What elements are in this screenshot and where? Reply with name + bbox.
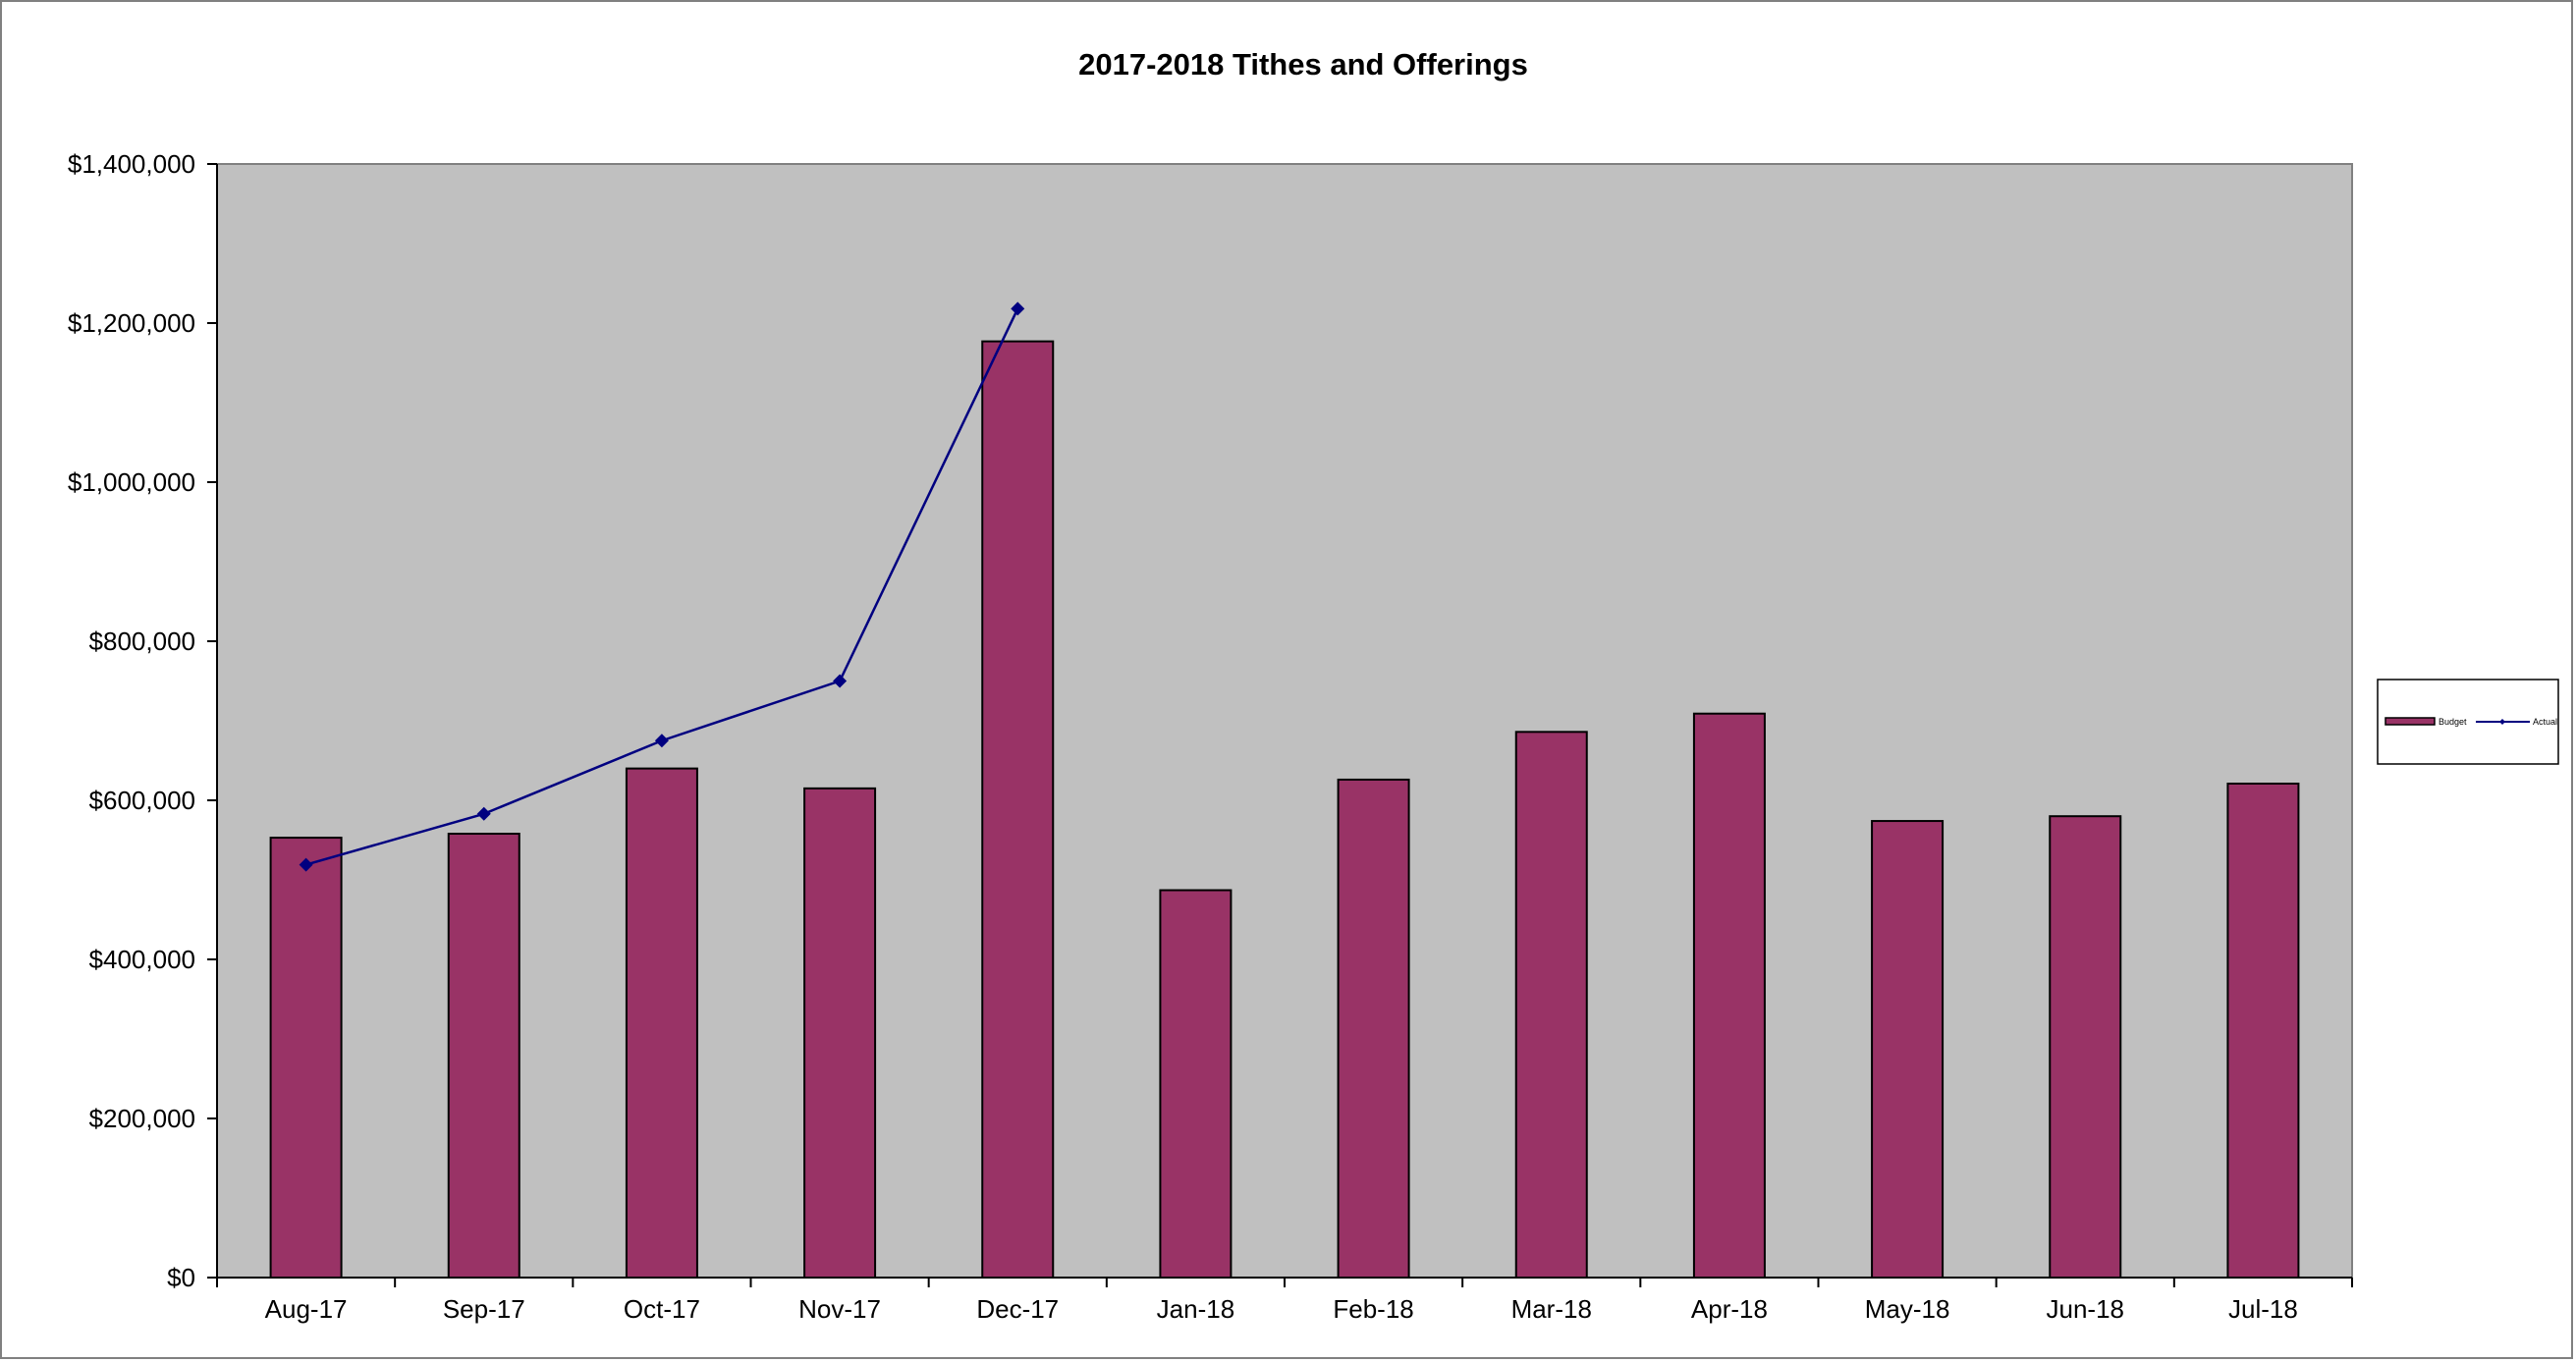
x-tick-label: Dec-17 xyxy=(976,1294,1059,1324)
y-tick-label: $800,000 xyxy=(89,627,195,656)
y-tick-label: $1,400,000 xyxy=(68,149,195,179)
x-tick-label: Oct-17 xyxy=(624,1294,700,1324)
bar-apr-18 xyxy=(1692,712,1766,1279)
bar-dec-17 xyxy=(981,340,1055,1279)
x-tick-label: Sep-17 xyxy=(443,1294,525,1324)
legend: Budget Actual xyxy=(2377,679,2559,765)
x-tick-label: Nov-17 xyxy=(798,1294,881,1324)
x-tick-label: Jul-18 xyxy=(2228,1294,2298,1324)
x-tick-label: Jun-18 xyxy=(2047,1294,2125,1324)
bar-feb-18 xyxy=(1337,778,1410,1279)
x-tick-label: May-18 xyxy=(1865,1294,1950,1324)
y-tick-label: $200,000 xyxy=(89,1104,195,1133)
x-tick-label: Mar-18 xyxy=(1511,1294,1592,1324)
y-tick-label: $1,000,000 xyxy=(68,467,195,497)
line-layer xyxy=(299,301,1025,872)
y-tick-label: $400,000 xyxy=(89,945,195,974)
chart-title: 2017-2018 Tithes and Offerings xyxy=(1078,47,1528,82)
legend-budget-label: Budget xyxy=(2439,717,2467,727)
bar-nov-17 xyxy=(803,787,877,1279)
bar-may-18 xyxy=(1871,820,1945,1279)
actual-point-nov-17 xyxy=(833,674,848,688)
bar-jul-18 xyxy=(2226,782,2300,1279)
plot-area xyxy=(216,163,2353,1279)
bars-layer xyxy=(269,340,2300,1280)
legend-actual-label: Actual xyxy=(2533,717,2557,727)
bar-sep-17 xyxy=(447,833,521,1280)
bar-jan-18 xyxy=(1159,889,1233,1280)
y-tick-label: $600,000 xyxy=(89,786,195,815)
bar-mar-18 xyxy=(1514,731,1588,1279)
x-tick-label: Apr-18 xyxy=(1691,1294,1768,1324)
bar-oct-17 xyxy=(625,767,698,1279)
y-tick-label: $1,200,000 xyxy=(68,308,195,338)
actual-point-aug-17 xyxy=(299,857,313,872)
actual-point-dec-17 xyxy=(1011,301,1025,316)
bar-jun-18 xyxy=(2049,815,2122,1279)
legend-budget-swatch xyxy=(2384,717,2436,726)
x-tick-label: Aug-17 xyxy=(265,1294,348,1324)
bar-aug-17 xyxy=(269,837,343,1279)
x-tick-label: Feb-18 xyxy=(1333,1294,1413,1324)
actual-point-sep-17 xyxy=(476,806,491,821)
legend-actual-marker xyxy=(2499,719,2505,725)
x-tick-label: Jan-18 xyxy=(1157,1294,1235,1324)
actual-point-oct-17 xyxy=(654,734,669,748)
axes-layer: $0 $200,000 $400,000 $600,000 $800,000 $1,000… xyxy=(68,149,2353,1324)
y-tick-label: $0 xyxy=(167,1263,195,1292)
